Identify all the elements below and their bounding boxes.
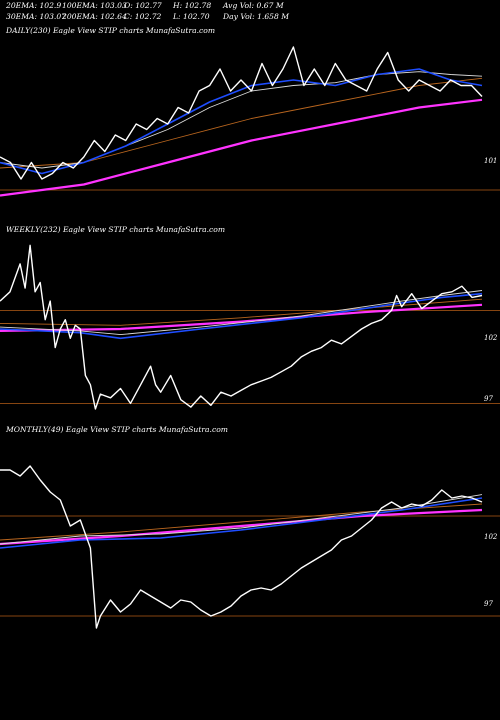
ema200-value: 200EMA: 102.64 xyxy=(62,12,127,21)
daily-100ema-line xyxy=(0,77,483,169)
ema30-value: 30EMA: 103.07 xyxy=(6,12,67,21)
open-value: O: 102.77 xyxy=(124,1,162,10)
daily-chart: 101 xyxy=(0,46,500,197)
daily-level-label: 101 xyxy=(484,157,497,165)
weekly-price-line xyxy=(0,244,483,410)
ema20-value: 20EMA: 102.9 xyxy=(6,1,62,10)
monthly-chart: 102 97 xyxy=(0,465,500,629)
indicator-header: 20EMA: 102.9 100EMA: 103.03 O: 102.77 H:… xyxy=(0,0,500,24)
monthly-price-line xyxy=(0,465,483,629)
monthly-20ema-line xyxy=(0,497,483,549)
daily-panel-title: DAILY(230) Eagle View STIP charts Munafa… xyxy=(6,26,216,35)
weekly-30ema-line xyxy=(0,290,483,336)
weekly-chart: 102 97 xyxy=(0,244,500,410)
monthly-30ema-line xyxy=(0,494,483,545)
daily-20ema-line xyxy=(0,68,483,175)
daily-30ema-line xyxy=(0,71,483,169)
monthly-200ema-line xyxy=(0,508,483,546)
monthly-level-label-102: 102 xyxy=(484,533,498,541)
monthly-level-label-97: 97 xyxy=(484,600,493,608)
daily-price-line xyxy=(0,46,483,180)
weekly-level-label-97: 97 xyxy=(484,395,493,403)
day-volume-value: Day Vol: 1.658 M xyxy=(223,12,290,21)
high-value: H: 102.78 xyxy=(173,1,212,10)
daily-200ema-line xyxy=(0,98,483,197)
ema100-value: 100EMA: 103.03 xyxy=(62,1,127,10)
weekly-panel-title: WEEKLY(232) Eagle View STIP charts Munaf… xyxy=(6,225,226,234)
avg-volume-value: Avg Vol: 0.67 M xyxy=(223,1,284,10)
low-value: L: 102.70 xyxy=(173,12,210,21)
close-value: C: 102.72 xyxy=(124,12,162,21)
monthly-panel-title: MONTHLY(49) Eagle View STIP charts Munaf… xyxy=(6,425,228,434)
weekly-level-label-102: 102 xyxy=(484,334,498,342)
